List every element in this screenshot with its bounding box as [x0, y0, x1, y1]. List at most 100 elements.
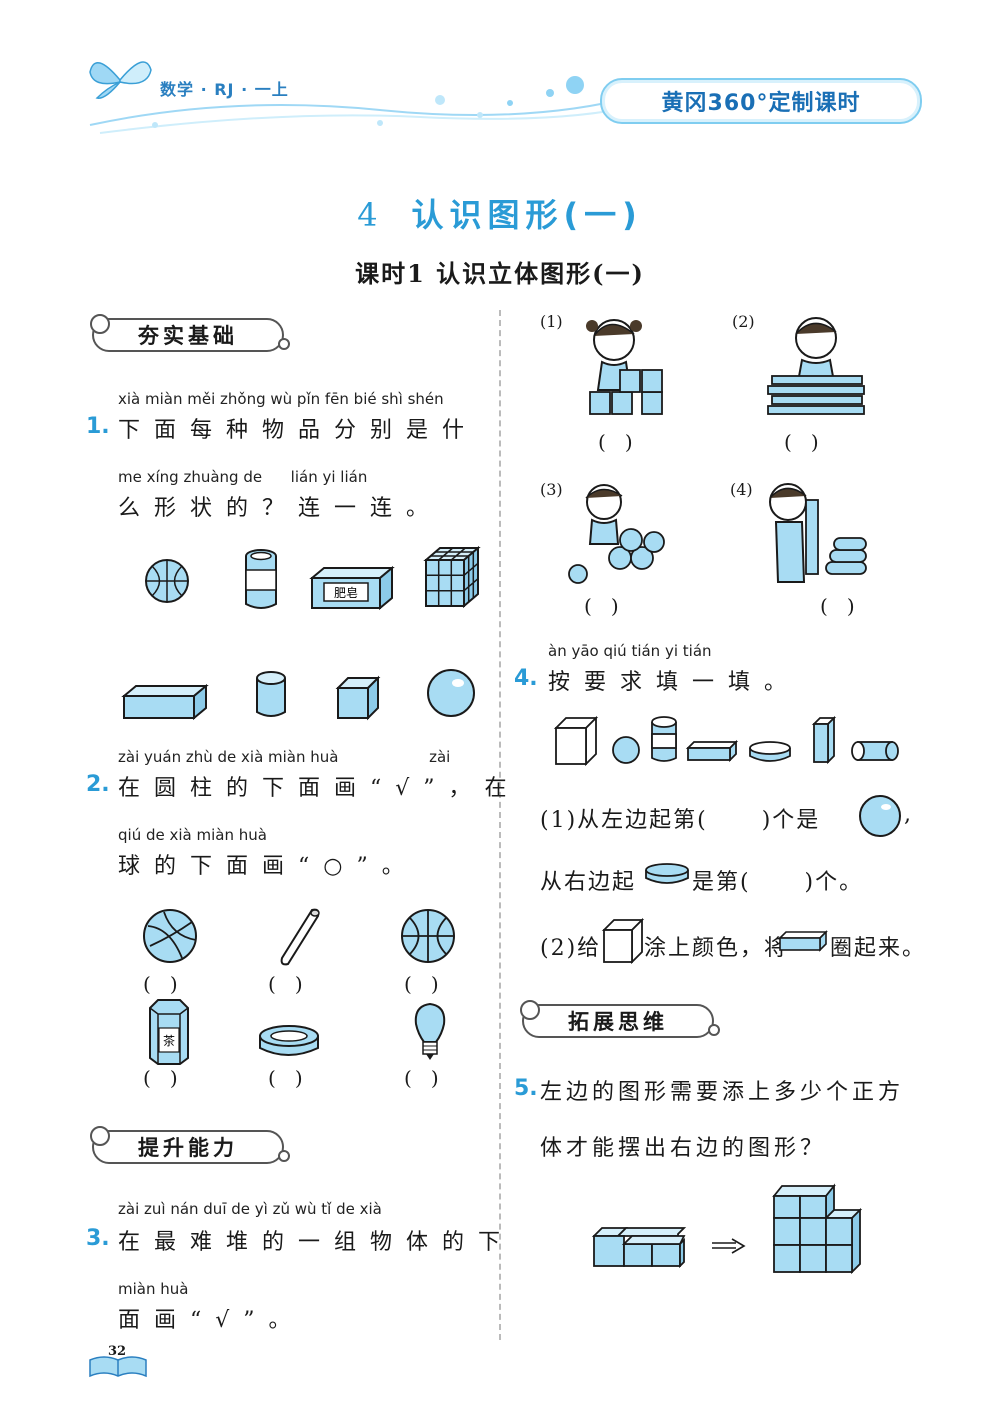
- book-icon: [89, 1356, 147, 1378]
- q1-number: 1.: [86, 414, 110, 439]
- q4-pinyin: àn yāo qiú tián yi tián: [548, 642, 712, 660]
- q3-line-1: 在最难堆的一组物体的下: [118, 1230, 515, 1255]
- q3-pinyin-1: zài zuì nán duī de yì zǔ wù tǐ de xià: [118, 1200, 382, 1218]
- header-subject: 数学 · RJ · 一上: [160, 80, 289, 99]
- disc-cylinder-icon: [645, 863, 689, 884]
- disc-cylinder-shape: [749, 741, 791, 762]
- q3-label-4: (4): [730, 480, 753, 499]
- page-number: 32: [108, 1344, 127, 1359]
- q5-line-1: 左边的图形需要添上多少个正方: [540, 1080, 905, 1105]
- rubiks-cube-icon[interactable]: [422, 545, 482, 610]
- basketball-icon[interactable]: [400, 908, 458, 966]
- arrow-right-icon: [712, 1238, 746, 1254]
- q4-shapes-row: [553, 715, 899, 767]
- q2-line-1: 在圆柱的下面画“√”，在: [118, 776, 521, 801]
- q4-part1-line2b: 是第( )个。: [692, 870, 864, 895]
- q5-left-shape: [591, 1227, 687, 1269]
- cuboid-icon: [778, 930, 828, 952]
- q2-answer-6[interactable]: ( ): [404, 1066, 439, 1090]
- chapter-name: 认识图形(一): [411, 196, 643, 234]
- q1-line-2: 么形状的？连一连。: [118, 496, 443, 521]
- cube-icon: [601, 917, 645, 965]
- tall-cuboid-shape: [811, 715, 837, 765]
- section-basic-label: 夯实基础: [138, 324, 238, 348]
- q2-answer-1[interactable]: ( ): [143, 972, 178, 996]
- ring-icon: [278, 1150, 290, 1162]
- section-improve: 提升能力: [90, 1126, 290, 1164]
- q1-line-1: 下面每种物品分别是什: [118, 418, 479, 443]
- ring-icon: [278, 338, 290, 350]
- can-shape: [651, 716, 677, 762]
- cylinder-shape[interactable]: [254, 670, 294, 722]
- cuboid-shape[interactable]: [121, 683, 212, 724]
- ring-icon: [520, 1000, 540, 1020]
- q3-answer-1[interactable]: ( ): [598, 430, 633, 454]
- volleyball-icon[interactable]: [142, 908, 200, 966]
- boy-stacking-boards-illustration[interactable]: [764, 306, 874, 416]
- q4-part1-line1: (1)从左边起第( )个是: [540, 808, 821, 833]
- lesson-title: 课时1 认识立体图形(一): [355, 259, 645, 288]
- light-bulb-icon[interactable]: [410, 1002, 450, 1064]
- q3-label-2: (2): [732, 312, 755, 331]
- tea-canister-icon[interactable]: 茶: [144, 998, 194, 1066]
- q2-pinyin-2: qiú de xià miàn huà: [118, 826, 267, 844]
- sphere-shape[interactable]: [426, 668, 480, 722]
- q3-number: 3.: [86, 1226, 110, 1251]
- q4-part2-b: 涂上颜色，将: [644, 936, 789, 961]
- ring-icon: [708, 1024, 720, 1036]
- soap-box-icon[interactable]: 肥皂: [309, 565, 400, 616]
- butterfly-icon: [89, 61, 152, 99]
- cuboid-shape: [685, 739, 739, 763]
- chapter-number: 4: [357, 196, 384, 234]
- q3-answer-2[interactable]: ( ): [784, 430, 819, 454]
- q4-line: 按要求填一填。: [548, 670, 801, 695]
- tape-roll-icon[interactable]: [258, 1024, 322, 1064]
- lying-cylinder-shape: [851, 741, 899, 761]
- girl-stacking-balls-illustration[interactable]: [566, 482, 666, 584]
- tea-label: 茶: [163, 1033, 175, 1048]
- q4-comma: ,: [904, 802, 913, 827]
- q2-line-2: 球的下面画“○”。: [118, 854, 418, 879]
- q1-pinyin-2: me xíng zhuàng de lián yi lián: [118, 468, 368, 486]
- q5-right-shape: [772, 1183, 863, 1275]
- column-divider: [499, 310, 501, 1340]
- basketball-icon[interactable]: [143, 557, 193, 607]
- q5-number: 5.: [514, 1076, 538, 1101]
- cube-shape[interactable]: [335, 675, 384, 722]
- q3-label-3: (3): [540, 480, 563, 499]
- section-extend: 拓展思维: [520, 1000, 720, 1038]
- q3-answer-4[interactable]: ( ): [820, 594, 855, 618]
- section-improve-label: 提升能力: [138, 1136, 238, 1160]
- q3-answer-3[interactable]: ( ): [584, 594, 619, 618]
- q4-part2-a: (2)给: [540, 936, 602, 961]
- q5-line-2: 体才能摆出右边的图形？: [540, 1136, 827, 1161]
- chalk-icon[interactable]: [276, 906, 326, 966]
- q3-label-1: (1): [540, 312, 563, 331]
- soap-label: 肥皂: [334, 586, 358, 600]
- sphere-shape: [612, 736, 640, 764]
- man-stacking-cylinders-illustration[interactable]: [758, 480, 868, 584]
- q2-answer-4[interactable]: ( ): [143, 1066, 178, 1090]
- ring-icon: [90, 314, 110, 334]
- q2-answer-5[interactable]: ( ): [268, 1066, 303, 1090]
- q2-number: 2.: [86, 772, 110, 797]
- sphere-icon: [859, 795, 901, 837]
- header-decoration: [89, 76, 641, 134]
- q3-line-2: 面画“√”。: [118, 1308, 305, 1333]
- q3-pinyin-2: miàn huà: [118, 1280, 189, 1298]
- girl-stacking-cubes-illustration[interactable]: [580, 310, 680, 420]
- section-extend-label: 拓展思维: [568, 1010, 668, 1034]
- header-series-badge: 黄冈360°定制课时: [600, 78, 922, 124]
- q2-answer-3[interactable]: ( ): [404, 972, 439, 996]
- q4-number: 4.: [514, 666, 538, 691]
- can-icon[interactable]: [243, 548, 283, 614]
- ring-icon: [90, 1126, 110, 1146]
- q2-pinyin-1: zài yuán zhù de xià miàn huà zài: [118, 748, 451, 766]
- q4-part2-c: 圈起来。: [830, 936, 927, 961]
- q2-answer-2[interactable]: ( ): [268, 972, 303, 996]
- chapter-title: 4 认识图形(一): [0, 190, 1000, 236]
- section-basic: 夯实基础: [90, 314, 290, 352]
- q4-part1-line2a: 从右边起: [540, 870, 637, 895]
- q1-pinyin-1: xià miàn měi zhǒng wù pǐn fēn bié shì sh…: [118, 390, 444, 408]
- cube-shape: [553, 715, 599, 767]
